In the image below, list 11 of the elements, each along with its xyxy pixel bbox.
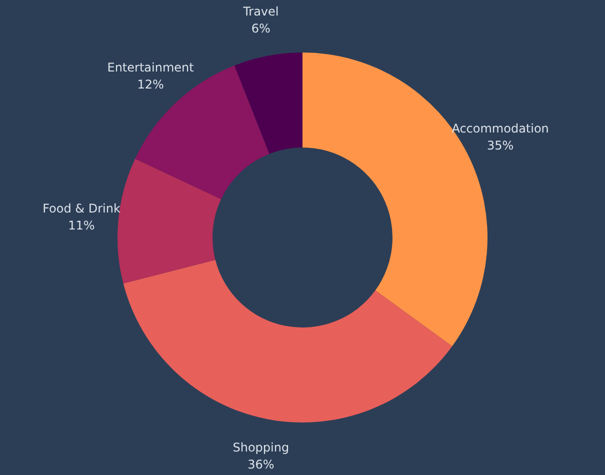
data-label: 35%	[486, 138, 514, 153]
data-label: 11%	[68, 218, 95, 233]
data-label: 12%	[137, 78, 164, 92]
slice-label: Accommodation	[452, 122, 549, 136]
data-label: 36%	[248, 458, 274, 472]
slice-label: Travel	[242, 4, 279, 18]
donut-slice	[123, 260, 452, 422]
slice-label: Shopping	[232, 440, 290, 455]
slice-label: Entertainment	[107, 60, 194, 75]
data-label: 6%	[251, 21, 270, 36]
donut-slice	[234, 52, 302, 154]
